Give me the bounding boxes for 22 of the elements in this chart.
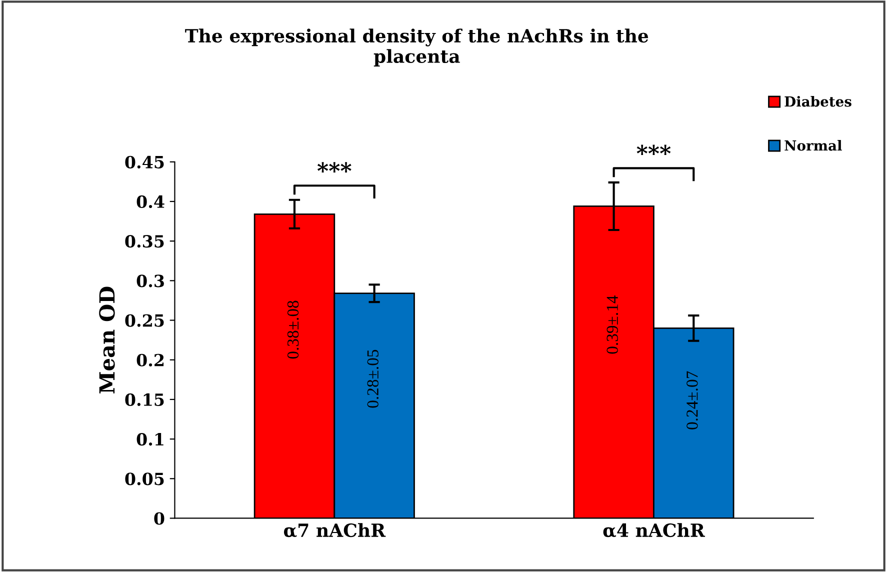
y-tick-label: 0.25 — [125, 314, 164, 327]
chart-title: The expressional density of the nAchRs in the placenta — [185, 28, 648, 67]
y-tick-label: 0 — [154, 512, 164, 525]
y-tick-label: 0.1 — [136, 433, 164, 446]
x-tick-label: α4 nAChR — [603, 523, 706, 538]
y-tick-label: 0.35 — [125, 235, 164, 248]
x-tick-label: α7 nAChR — [284, 523, 386, 538]
y-axis-title: Mean OD — [99, 286, 115, 394]
legend-label: Diabetes — [784, 96, 852, 107]
data-label: 0.39±.14 — [606, 295, 618, 354]
y-tick-label: 0.4 — [136, 195, 164, 208]
annotation: *** — [317, 162, 352, 172]
legend-label: Normal — [784, 140, 842, 151]
text: *** — [636, 144, 671, 156]
y-tick-label: 0.15 — [125, 393, 164, 406]
y-tick-label: 0.2 — [136, 354, 164, 366]
y-tick-label: 0.05 — [125, 472, 164, 486]
y-tick-label: 0.3 — [136, 274, 164, 288]
y-tick-label: 0.45 — [125, 156, 164, 168]
data-label: 0.28±.05 — [367, 350, 379, 408]
data-label: 0.38±.08 — [287, 300, 299, 359]
data-label: 0.24±.07 — [686, 371, 698, 430]
